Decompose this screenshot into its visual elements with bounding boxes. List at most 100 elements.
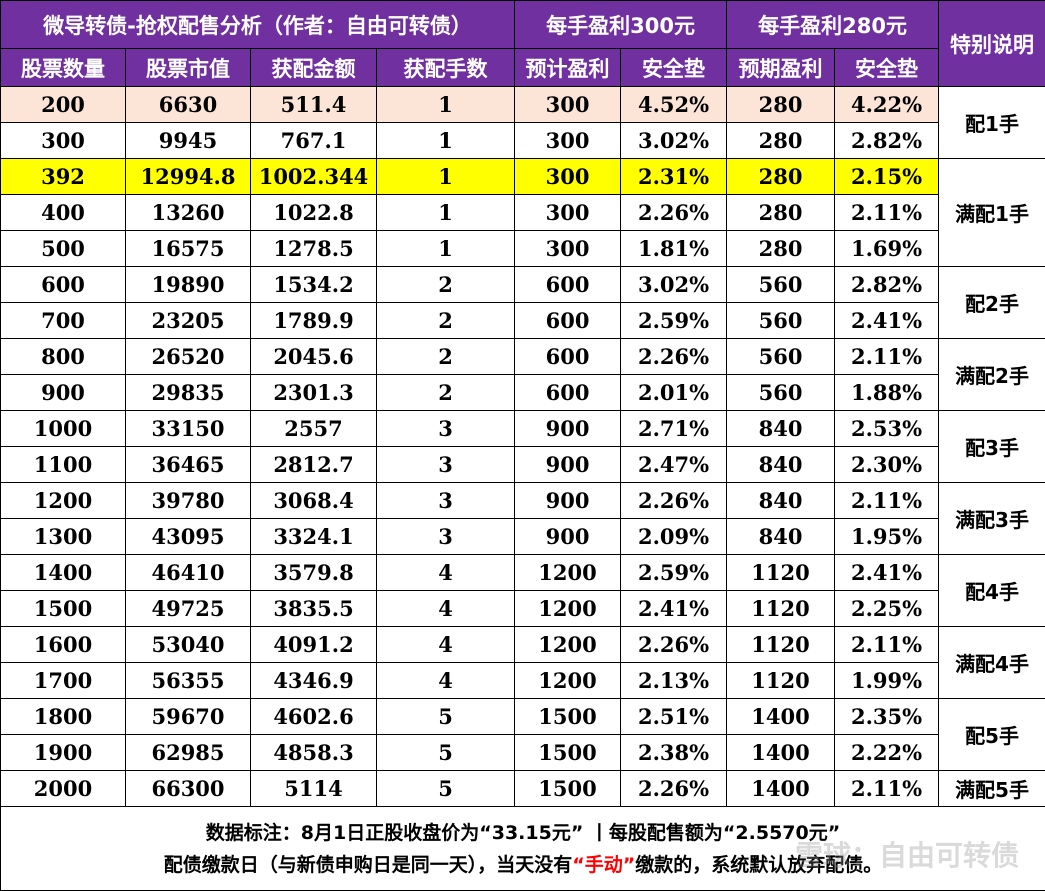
cell-lots: 3	[377, 519, 515, 555]
cell-lots: 5	[377, 699, 515, 735]
cell-profit-280: 280	[727, 231, 835, 267]
group-header-280: 每手盈利280元	[727, 1, 939, 49]
cell-safety-300: 2.26%	[621, 339, 727, 375]
col-header-shares: 股票数量	[1, 49, 126, 87]
cell-shares: 1600	[1, 627, 126, 663]
cell-safety-300: 2.51%	[621, 699, 727, 735]
cell-value: 19890	[126, 267, 251, 303]
cell-safety-300: 2.09%	[621, 519, 727, 555]
special-note: 配4手	[939, 555, 1045, 627]
cell-lots: 1	[377, 195, 515, 231]
cell-profit-300: 900	[515, 483, 621, 519]
cell-profit-300: 300	[515, 159, 621, 195]
cell-shares: 1900	[1, 735, 126, 771]
special-note: 满配2手	[939, 339, 1045, 411]
cell-shares: 600	[1, 267, 126, 303]
cell-safety-300: 2.13%	[621, 663, 727, 699]
cell-profit-300: 1500	[515, 699, 621, 735]
cell-safety-300: 2.26%	[621, 195, 727, 231]
cell-profit-300: 1200	[515, 627, 621, 663]
cell-safety-300: 2.71%	[621, 411, 727, 447]
cell-shares: 2000	[1, 771, 126, 807]
cell-profit-280: 1120	[727, 627, 835, 663]
cell-profit-280: 560	[727, 375, 835, 411]
cell-amount: 3579.8	[251, 555, 377, 591]
cell-safety-280: 2.35%	[835, 699, 939, 735]
cell-value: 26520	[126, 339, 251, 375]
cell-safety-300: 2.01%	[621, 375, 727, 411]
cell-safety-280: 2.15%	[835, 159, 939, 195]
cell-safety-280: 2.82%	[835, 123, 939, 159]
cell-profit-280: 280	[727, 195, 835, 231]
cell-safety-280: 2.11%	[835, 771, 939, 807]
cell-lots: 5	[377, 771, 515, 807]
cell-safety-280: 4.22%	[835, 87, 939, 123]
cell-shares: 400	[1, 195, 126, 231]
cell-safety-280: 2.53%	[835, 411, 939, 447]
cell-profit-300: 900	[515, 411, 621, 447]
cell-amount: 3835.5	[251, 591, 377, 627]
cell-safety-300: 3.02%	[621, 123, 727, 159]
cell-profit-300: 900	[515, 519, 621, 555]
cell-profit-300: 1500	[515, 735, 621, 771]
cell-value: 62985	[126, 735, 251, 771]
cell-profit-280: 560	[727, 303, 835, 339]
special-note: 配1手	[939, 87, 1045, 159]
cell-amount: 4602.6	[251, 699, 377, 735]
cell-lots: 2	[377, 303, 515, 339]
special-notes-header: 特别说明	[939, 1, 1045, 87]
cell-amount: 4091.2	[251, 627, 377, 663]
col-header-profit-280: 预期盈利	[727, 49, 835, 87]
cell-safety-300: 2.59%	[621, 303, 727, 339]
cell-shares: 900	[1, 375, 126, 411]
col-header-safety-280: 安全垫	[835, 49, 939, 87]
cell-safety-300: 2.26%	[621, 483, 727, 519]
cell-safety-300: 4.52%	[621, 87, 727, 123]
special-note: 满配3手	[939, 483, 1045, 555]
cell-profit-280: 840	[727, 519, 835, 555]
cell-amount: 4858.3	[251, 735, 377, 771]
cell-safety-300: 3.02%	[621, 267, 727, 303]
cell-profit-300: 300	[515, 231, 621, 267]
cell-lots: 5	[377, 735, 515, 771]
cell-profit-300: 1200	[515, 663, 621, 699]
cell-safety-300: 2.31%	[621, 159, 727, 195]
cell-amount: 1789.9	[251, 303, 377, 339]
cell-safety-300: 2.26%	[621, 627, 727, 663]
cell-shares: 1100	[1, 447, 126, 483]
cell-lots: 3	[377, 447, 515, 483]
cell-shares: 1300	[1, 519, 126, 555]
cell-amount: 5114	[251, 771, 377, 807]
cell-lots: 2	[377, 267, 515, 303]
cell-shares: 700	[1, 303, 126, 339]
cell-shares: 1700	[1, 663, 126, 699]
cell-shares: 1400	[1, 555, 126, 591]
cell-lots: 1	[377, 123, 515, 159]
cell-safety-280: 2.22%	[835, 735, 939, 771]
cell-safety-300: 2.38%	[621, 735, 727, 771]
cell-safety-300: 1.81%	[621, 231, 727, 267]
cell-profit-300: 600	[515, 375, 621, 411]
cell-shares: 1000	[1, 411, 126, 447]
group-header-300: 每手盈利300元	[515, 1, 727, 49]
cell-safety-280: 1.88%	[835, 375, 939, 411]
cell-safety-280: 2.30%	[835, 447, 939, 483]
cell-amount: 511.4	[251, 87, 377, 123]
cell-profit-300: 600	[515, 339, 621, 375]
cell-amount: 2301.3	[251, 375, 377, 411]
special-note: 配5手	[939, 699, 1045, 771]
col-header-value: 股票市值	[126, 49, 251, 87]
cell-profit-280: 1400	[727, 699, 835, 735]
cell-profit-280: 840	[727, 447, 835, 483]
cell-profit-300: 300	[515, 195, 621, 231]
cell-amount: 1002.344	[251, 159, 377, 195]
cell-value: 6630	[126, 87, 251, 123]
cell-value: 36465	[126, 447, 251, 483]
